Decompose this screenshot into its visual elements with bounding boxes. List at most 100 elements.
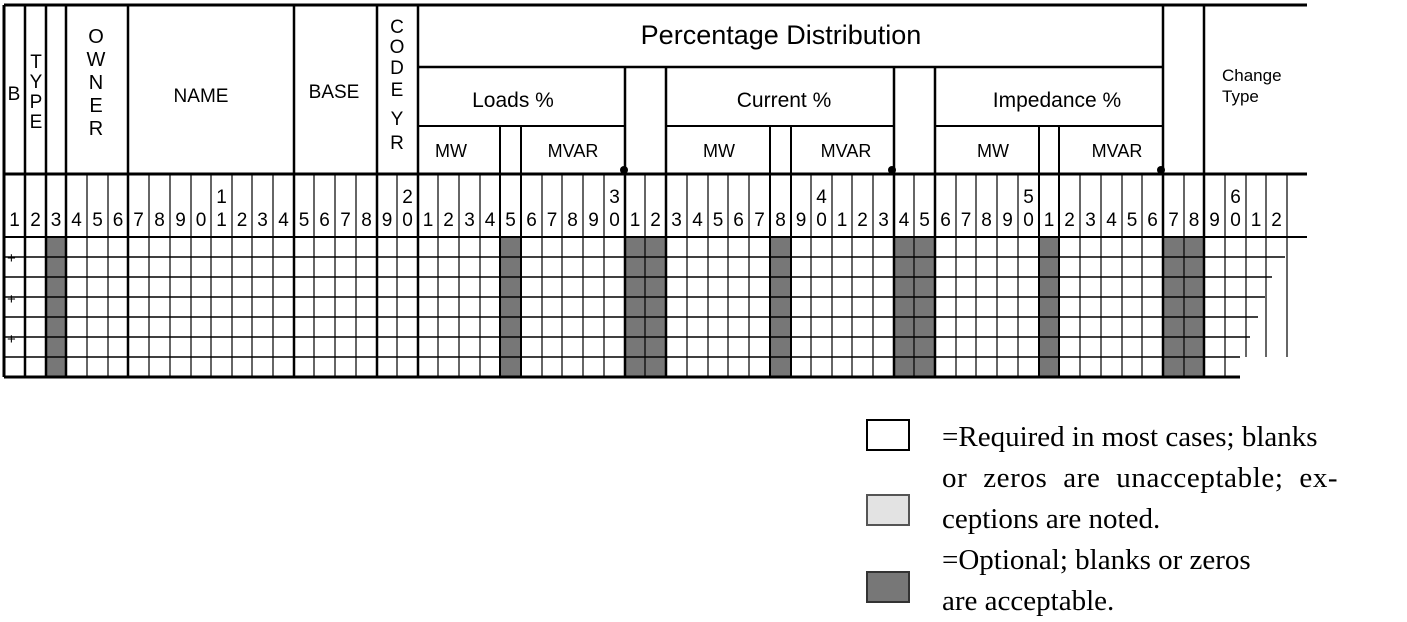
column-number: 5 <box>1127 210 1138 231</box>
legend-required-line: ceptions are noted. <box>942 503 1161 535</box>
column-number: 9 <box>588 210 599 231</box>
column-number: 8 <box>981 210 992 231</box>
column-number: 3 <box>51 210 62 231</box>
header-code-letter: O <box>390 37 405 58</box>
header-loads: Loads % <box>472 89 554 112</box>
header-current: Current % <box>737 89 832 112</box>
header-impedance-mvar: MVAR <box>1092 141 1143 161</box>
optional-column-cell <box>914 237 935 377</box>
header-type-letter: E <box>30 112 43 133</box>
column-number: 4 <box>1106 210 1117 231</box>
header-change-type: Type <box>1222 87 1259 106</box>
column-number: 6 <box>113 210 124 231</box>
column-number: 0 <box>609 210 620 231</box>
column-number-tens: 6 <box>1230 187 1241 208</box>
column-number: 8 <box>567 210 578 231</box>
column-number-tens: 5 <box>1023 187 1034 208</box>
column-number: 2 <box>1064 210 1075 231</box>
column-number: 0 <box>1230 210 1241 231</box>
header-owner-letter: W <box>87 49 106 71</box>
header-owner: O W N E R <box>87 26 106 140</box>
column-number: 1 <box>1044 210 1055 231</box>
column-number: 7 <box>961 210 972 231</box>
optional-column-cell <box>500 237 521 377</box>
column-number: 5 <box>299 210 310 231</box>
header-code-letter: Y <box>391 109 404 130</box>
header-code-letter: E <box>391 80 404 101</box>
column-number: 6 <box>1147 210 1158 231</box>
legend-optional-line: are acceptable. <box>942 585 1115 617</box>
column-number: 1 <box>1251 210 1262 231</box>
header-code-letter: R <box>390 133 404 154</box>
header-owner-letter: O <box>88 26 104 48</box>
column-number: 3 <box>878 210 889 231</box>
header-loads-mw: MW <box>435 141 467 161</box>
column-number: 1 <box>9 210 20 231</box>
corner-dot <box>888 166 896 174</box>
column-number: 8 <box>361 210 372 231</box>
column-number: 1 <box>837 210 848 231</box>
header-owner-letter: N <box>89 72 103 94</box>
column-number: 6 <box>940 210 951 231</box>
legend-required-line: or zeros are unacceptable; ex- <box>942 462 1339 494</box>
legend-required-line: =Required in most cases; blanks <box>942 421 1318 453</box>
column-number-tens: 1 <box>216 187 227 208</box>
column-number: 9 <box>796 210 807 231</box>
header-code-yr: C O D E Y R <box>390 17 405 154</box>
column-number: 5 <box>919 210 930 231</box>
column-number: 7 <box>1168 210 1179 231</box>
header-impedance-mw: MW <box>977 141 1009 161</box>
column-number: 2 <box>650 210 661 231</box>
column-number: 6 <box>733 210 744 231</box>
legend-optional-swatch <box>866 571 910 603</box>
header-owner-letter: E <box>89 95 102 117</box>
optional-column-cell <box>894 237 914 377</box>
header-current-mw: MW <box>703 141 735 161</box>
header-percentage-distribution: Percentage Distribution <box>641 20 922 50</box>
column-number-tens: 2 <box>402 187 413 208</box>
corner-dot <box>1157 166 1165 174</box>
column-number: 4 <box>692 210 703 231</box>
optional-column-cell <box>46 237 66 377</box>
column-number-tens: 4 <box>816 187 827 208</box>
column-number: 2 <box>443 210 454 231</box>
column-number: 0 <box>196 210 207 231</box>
column-number: 3 <box>671 210 682 231</box>
column-number: 1 <box>423 210 434 231</box>
grid-lines <box>2 3 1307 379</box>
header-owner-letter: R <box>89 118 103 140</box>
column-number: 0 <box>1023 210 1034 231</box>
header-current-mvar: MVAR <box>821 141 872 161</box>
column-number: 9 <box>1209 210 1220 231</box>
column-number: 3 <box>464 210 475 231</box>
legend-shaded-swatch <box>866 494 910 526</box>
header-change-type: Change <box>1222 66 1282 85</box>
column-number: 7 <box>340 210 351 231</box>
header-code-letter: C <box>390 17 404 38</box>
column-number: 8 <box>775 210 786 231</box>
column-number: 1 <box>216 210 227 231</box>
header-type-letter: Y <box>30 72 43 93</box>
column-number: 0 <box>816 210 827 231</box>
header-code-letter: D <box>390 58 404 79</box>
header-type-letter: T <box>30 52 42 73</box>
corner-dot <box>620 166 628 174</box>
column-number: 2 <box>237 210 248 231</box>
header-loads-mvar: MVAR <box>548 141 599 161</box>
legend-required-swatch <box>866 419 910 451</box>
header-type-letter: P <box>30 92 43 113</box>
legend-optional-line: =Optional; blanks or zeros <box>942 544 1251 576</box>
column-number: 5 <box>713 210 724 231</box>
header-name: NAME <box>174 86 229 107</box>
column-number: 9 <box>175 210 186 231</box>
column-number: 4 <box>71 210 82 231</box>
optional-column-cell <box>625 237 645 377</box>
column-number: 5 <box>505 210 516 231</box>
header-impedance: Impedance % <box>993 89 1121 112</box>
optional-column-cell <box>1163 237 1184 377</box>
optional-column-cell <box>645 237 666 377</box>
column-number: 1 <box>630 210 641 231</box>
header-type: T Y P E <box>30 52 43 133</box>
optional-column-cell <box>1039 237 1059 377</box>
